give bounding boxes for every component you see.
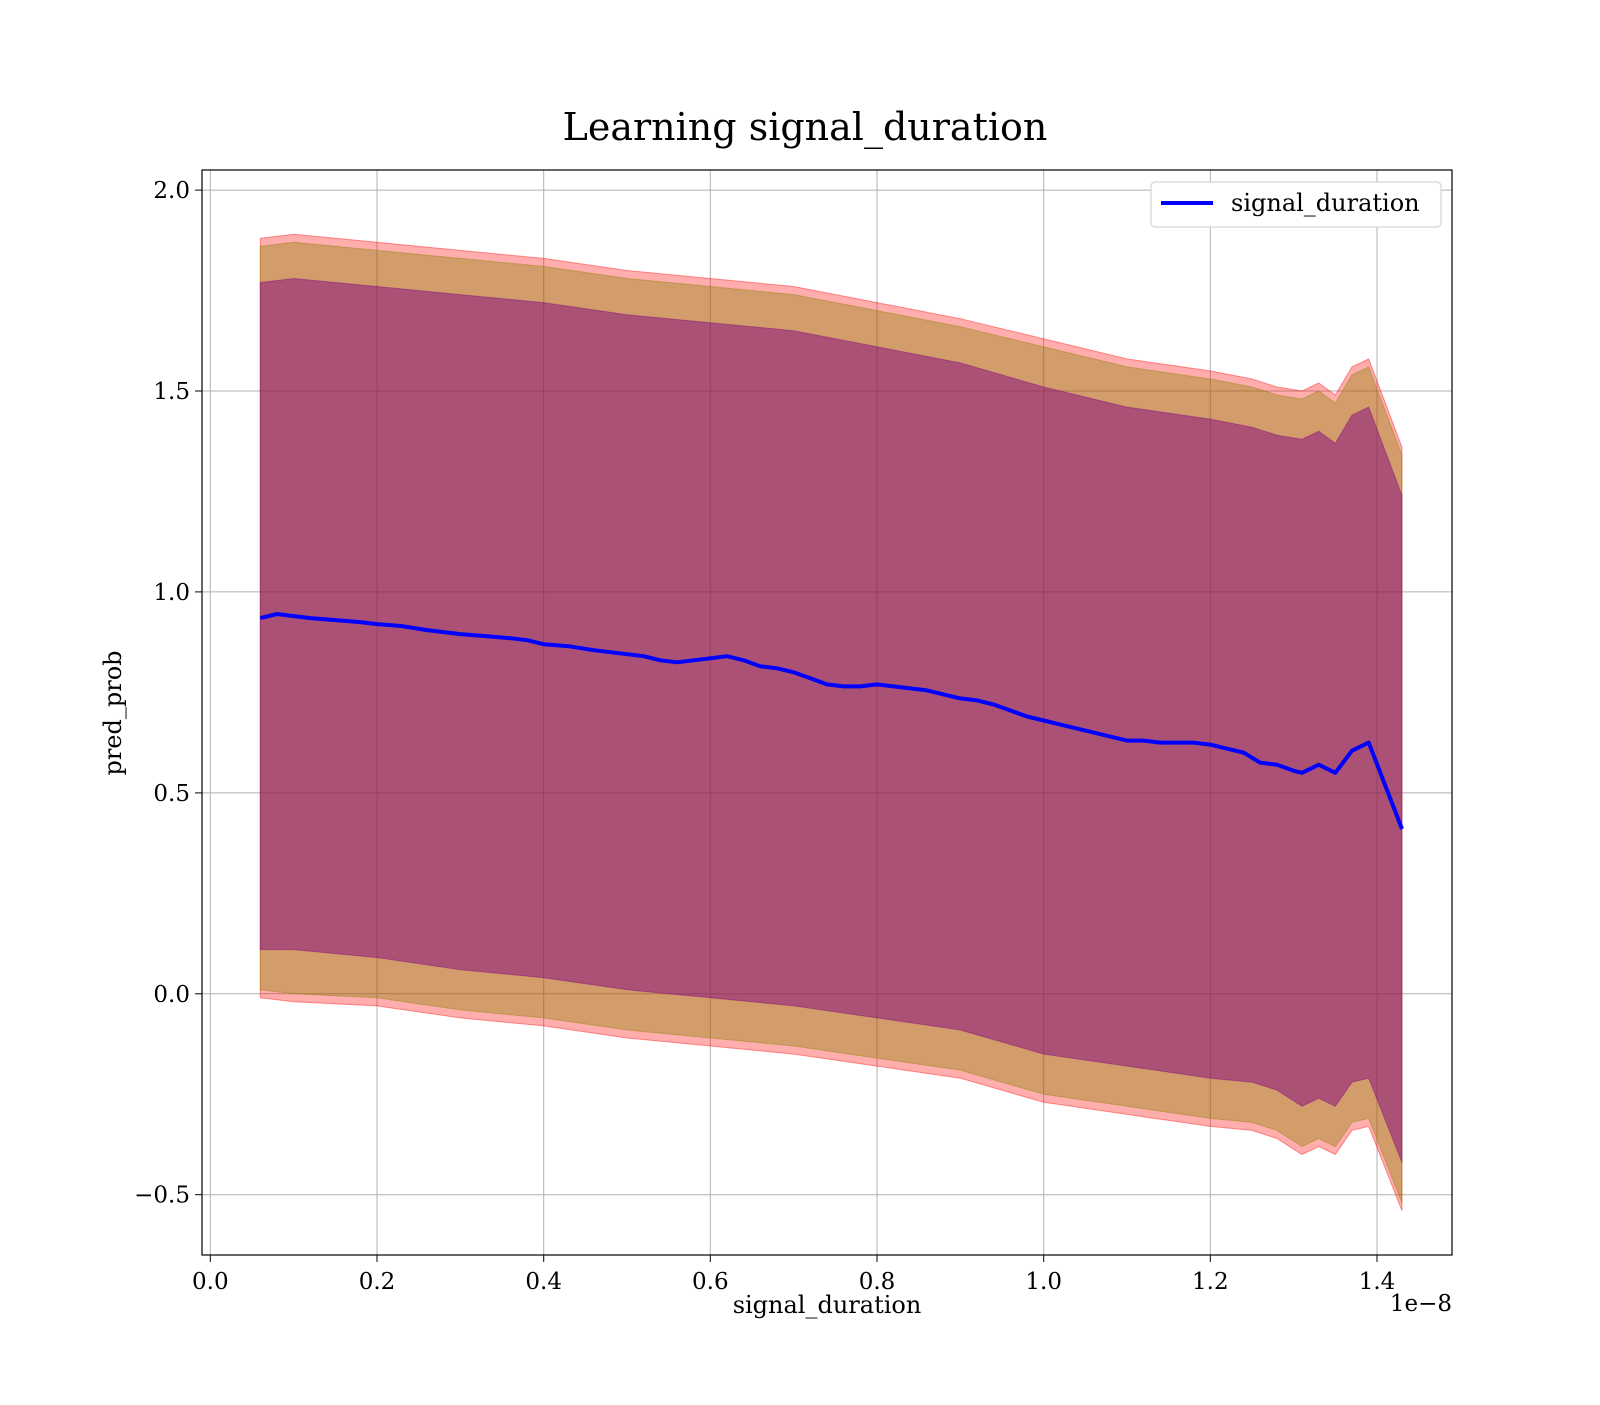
legend-label: signal_duration [1231,189,1420,217]
y-axis-label: pred_prob [99,650,127,775]
x-axis-label: signal_duration [733,1291,922,1319]
y-tick-label: 1.5 [153,379,190,405]
outer-confidence-band [259,233,1403,1211]
x-tick-label: 1.4 [1359,1269,1396,1295]
y-tick-label: 2.0 [153,178,190,204]
plot-frame [201,169,1453,1256]
x-tick-label: 0.2 [359,1269,396,1295]
middle-confidence-band [259,241,1403,1203]
tick-layer: 0.0 0.2 0.4 0.6 0.8 1.0 1.2 1.4 −0.5 0.0 0.5 1.0 1.5… [134,178,1395,1295]
inner-confidence-band [259,277,1403,1163]
x-tick-label: 0.4 [525,1269,562,1295]
chart-title: Learning signal_duration [563,105,1048,150]
y-tick-label: 0.5 [153,781,190,807]
grid-layer [202,170,1452,1255]
legend-box [1150,181,1442,228]
x-tick-label: 1.0 [1025,1269,1062,1295]
legend: signal_duration [1150,181,1442,228]
x-tick-label: 0.0 [192,1269,229,1295]
x-tick-label: 0.6 [692,1269,729,1295]
y-tick-label: 0.0 [153,982,190,1008]
x-tick-label: 1.2 [1192,1269,1229,1295]
plot-area [202,170,1452,1255]
y-tick-label: −0.5 [134,1183,190,1209]
x-tick-label: 0.8 [859,1269,896,1295]
line-layer [259,612,1404,830]
series-line [259,612,1404,830]
band-layer [259,233,1403,1211]
x-axis-offset-label: 1e−8 [1390,1291,1452,1317]
y-tick-label: 1.0 [153,580,190,606]
